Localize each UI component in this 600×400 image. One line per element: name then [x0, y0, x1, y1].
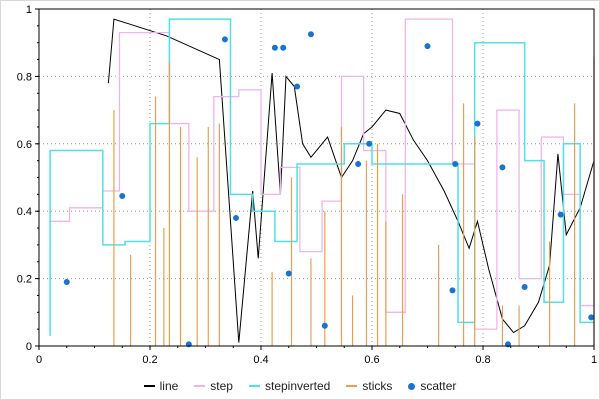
- legend-item-sticks: sticks: [346, 379, 392, 393]
- sticks-legend-marker: [346, 385, 358, 387]
- x-tick-label: 0.8: [475, 354, 490, 366]
- legend-item-line: line: [143, 379, 179, 393]
- line-legend-marker: [143, 385, 155, 387]
- stepinverted-legend-marker: [248, 385, 260, 387]
- legend-label: sticks: [362, 379, 393, 393]
- x-tick-label: 0.6: [364, 354, 379, 366]
- legend-item-step: step: [194, 379, 233, 393]
- y-tick-label: 0.6: [17, 139, 32, 151]
- y-tick-label: 1: [26, 4, 32, 16]
- scatter-legend-marker: [408, 382, 416, 390]
- legend-item-stepinverted: stepinverted: [248, 379, 331, 393]
- x-tick-label: 0: [36, 354, 42, 366]
- y-tick-label: 0: [26, 341, 32, 353]
- x-tick-label: 0.2: [142, 354, 157, 366]
- x-tick-label: 1: [591, 354, 597, 366]
- legend-label: step: [210, 379, 233, 393]
- legend-label: line: [159, 379, 179, 393]
- step-legend-marker: [194, 385, 206, 387]
- legend-item-scatter: scatter: [408, 379, 456, 393]
- x-tick-label: 0.4: [253, 354, 268, 366]
- y-tick-label: 0.4: [17, 206, 32, 218]
- legend-label: stepinverted: [264, 379, 331, 393]
- y-tick-label: 0.2: [17, 274, 32, 286]
- chart-legend: line step stepinverted sticks scatter: [1, 379, 599, 393]
- legend-label: scatter: [420, 379, 457, 393]
- y-tick-label: 0.8: [17, 71, 32, 83]
